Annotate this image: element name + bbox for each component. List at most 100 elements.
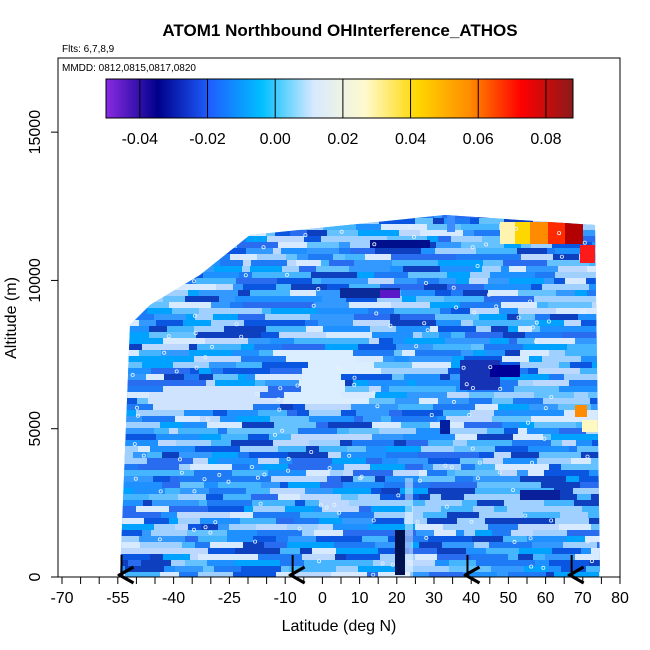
heatmap-cell (345, 386, 369, 392)
heatmap-cell (363, 416, 381, 422)
heatmap-cell (141, 560, 157, 566)
heatmap-cell (190, 464, 232, 470)
heatmap-cell (393, 470, 419, 476)
heatmap-cell (149, 326, 167, 332)
heatmap-cell (150, 446, 195, 452)
heatmap-cell (554, 488, 573, 494)
heatmap-cell (207, 500, 252, 506)
heatmap-cell (560, 512, 588, 518)
heatmap-cell (482, 266, 501, 272)
heatmap-cell (513, 398, 543, 404)
heatmap-cell (447, 215, 455, 232)
heatmap-cell (394, 308, 440, 314)
heatmap-cell (147, 308, 172, 314)
heatmap-cell (232, 350, 259, 356)
heatmap-cell (535, 338, 575, 344)
heatmap-cell (320, 482, 343, 488)
heatmap-cell (306, 470, 330, 476)
heatmap-cell (316, 290, 351, 296)
heatmap-cell (120, 374, 146, 380)
heatmap-cell (237, 242, 278, 248)
heatmap-cell (149, 230, 184, 236)
heatmap-cell (428, 440, 453, 446)
heatmap-cell (539, 452, 581, 458)
heatmap-cell (273, 218, 297, 224)
heatmap-cell (120, 524, 154, 530)
heatmap-cell (486, 548, 519, 554)
heatmap-cell (378, 215, 391, 218)
heatmap-cell (370, 464, 378, 470)
heatmap-cell (175, 524, 188, 530)
heatmap-cell (379, 428, 416, 434)
heatmap-cell (120, 215, 152, 218)
heatmap-cell (390, 320, 436, 326)
sample-point (484, 242, 489, 247)
heatmap-cell (200, 434, 221, 440)
heatmap-cell (402, 410, 443, 416)
heatmap-cell (531, 242, 552, 248)
heatmap-cell (396, 500, 405, 506)
heatmap-cell (273, 350, 304, 356)
heatmap-cell (335, 350, 353, 356)
heatmap-cell (324, 374, 341, 380)
heatmap-cell (464, 422, 502, 428)
heatmap-cell (132, 314, 154, 320)
heatmap-cell (252, 272, 280, 278)
heatmap-cell (162, 482, 180, 488)
heatmap-cell (445, 338, 490, 344)
sample-point (261, 245, 266, 250)
heatmap-cell (489, 542, 532, 548)
sample-point (470, 385, 475, 390)
heatmap-cell (362, 536, 388, 542)
heatmap-cell (253, 536, 276, 542)
heatmap-cell (288, 464, 330, 470)
sample-point (541, 565, 546, 570)
sample-point (510, 487, 515, 492)
heatmap-cell (251, 260, 287, 266)
heatmap-cell (341, 410, 356, 416)
heatmap-cell (580, 245, 595, 263)
heatmap-cell (327, 284, 349, 290)
heatmap-cell (430, 482, 477, 488)
heatmap-cell (179, 206, 205, 212)
heatmap-cell (375, 248, 421, 254)
heatmap-cell (179, 464, 190, 470)
heatmap-cell (199, 308, 225, 314)
heatmap-cell (226, 476, 271, 482)
heatmap-cell (120, 326, 128, 332)
heatmap-cell (394, 356, 409, 362)
heatmap-cell (281, 248, 307, 254)
heatmap-cell (580, 200, 609, 206)
sample-point (205, 417, 210, 422)
heatmap-cell (517, 410, 564, 416)
heatmap-cell (494, 392, 534, 398)
heatmap-cell (409, 356, 452, 362)
sample-point (415, 519, 420, 524)
heatmap-cell (460, 302, 501, 308)
heatmap-cell (147, 452, 162, 458)
sample-point (243, 273, 248, 278)
heatmap-cell (472, 536, 503, 542)
heatmap-cell (120, 410, 136, 416)
heatmap-cell (521, 254, 553, 260)
heatmap-cell (538, 368, 580, 374)
heatmap-cell (357, 356, 383, 362)
heatmap-cell (293, 404, 305, 410)
heatmap-cell (161, 218, 171, 224)
heatmap-cell (332, 560, 373, 566)
heatmap-cell (215, 248, 246, 254)
heatmap-cell (120, 272, 160, 278)
heatmap-cell (529, 356, 542, 362)
heatmap-cell (218, 215, 253, 218)
sample-point (559, 254, 564, 259)
heatmap-cell (412, 362, 451, 368)
sample-point (193, 331, 198, 336)
heatmap-cell (171, 560, 185, 566)
heatmap-cell (604, 410, 617, 416)
heatmap-cell (203, 272, 239, 278)
sample-point (255, 391, 260, 396)
heatmap-cell (435, 560, 449, 566)
heatmap-cell (224, 326, 266, 332)
heatmap-cell (285, 506, 314, 512)
heatmap-cell (487, 428, 504, 434)
